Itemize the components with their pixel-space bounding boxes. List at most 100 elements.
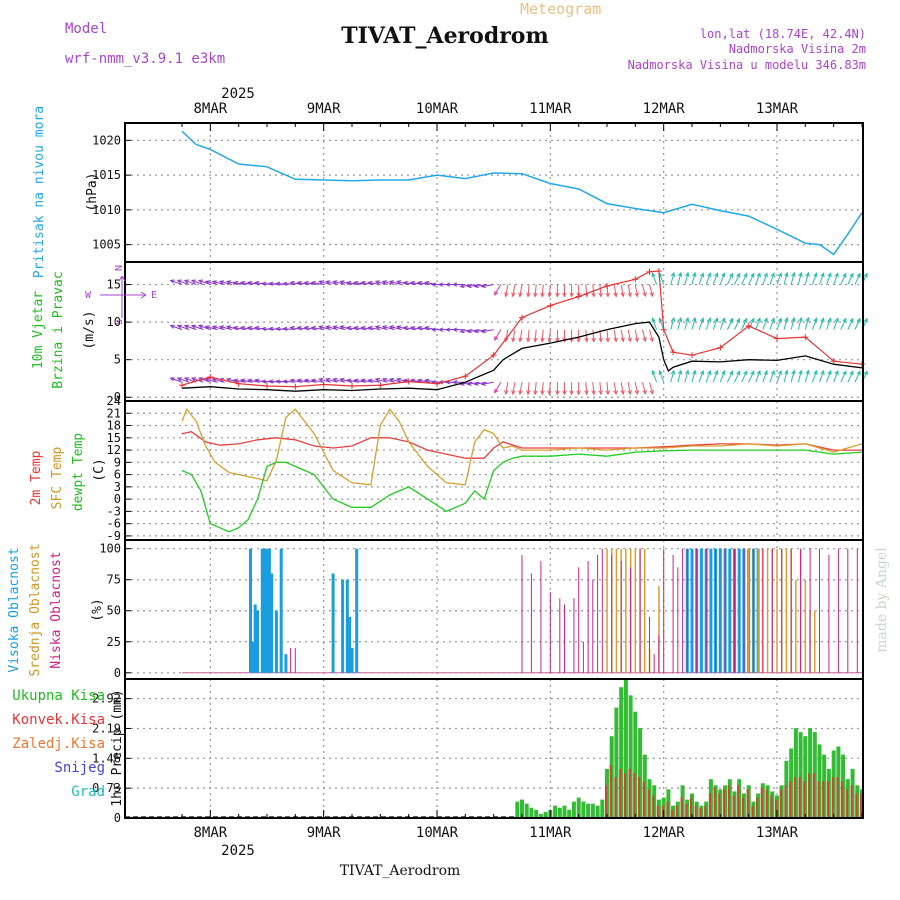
wind-gust-marker <box>660 326 667 333</box>
panel-frame-1 <box>124 122 864 263</box>
wind-arrow <box>797 272 802 285</box>
wind-arrow-head <box>518 337 523 343</box>
wind-arrow-head <box>827 369 832 375</box>
y-tick-label: 15 <box>107 278 121 292</box>
wind-arrow <box>677 317 682 330</box>
wind-arrow-head <box>388 280 394 285</box>
wind-arrow-head <box>445 282 451 287</box>
wind-arrow-head <box>275 379 281 384</box>
wind-arrow-head <box>820 317 825 323</box>
precip-legend-item: Grad <box>71 784 105 800</box>
wind-arrow <box>649 382 654 394</box>
wind-arrow <box>505 382 509 395</box>
wind-arrow-head <box>239 280 246 286</box>
wind-arrow-head <box>339 325 345 330</box>
wind-arrow <box>627 382 631 395</box>
wind-arrow-head <box>798 316 803 323</box>
wind-arrow-head <box>605 292 610 298</box>
wind-arrow-head <box>849 370 854 376</box>
date-label-top: 11MAR <box>529 101 572 117</box>
wind-arrow-head <box>511 292 516 298</box>
wind-arrow <box>585 284 588 297</box>
precip-conv-bar <box>713 787 716 818</box>
wind-gust-marker <box>604 283 610 290</box>
cloud-low-bar <box>743 548 745 673</box>
cloud-low-bar <box>819 548 820 673</box>
wind-gust-marker <box>405 378 412 385</box>
wind-arrow-head <box>232 280 238 286</box>
wind-arrow-head <box>452 282 458 287</box>
cloud-high-bar <box>718 548 722 673</box>
wind-arrow-head <box>494 290 499 296</box>
cloud-low-bar <box>549 592 551 673</box>
wind-arrow <box>755 273 761 285</box>
wind-gust-marker <box>462 373 469 380</box>
wind-arrow-head <box>763 369 768 375</box>
wind-arrow <box>276 282 289 286</box>
wind-arrow-head <box>268 326 274 332</box>
wind-arrow-head <box>569 390 574 396</box>
wind-arrow-head <box>225 280 232 285</box>
cloud-low-bar <box>587 561 589 673</box>
wind-arrow-head <box>798 369 803 375</box>
precip-conv-bar <box>760 787 763 818</box>
wind-arrow-head <box>658 317 663 323</box>
precip-total-bar <box>590 803 595 818</box>
wind-arrow <box>769 273 775 285</box>
wind-arrow <box>599 284 602 297</box>
precip-total-bar <box>543 811 548 818</box>
cloud-low-bar <box>649 616 650 673</box>
cloud-low-bar <box>771 548 773 673</box>
wind-arrow-head <box>275 281 281 286</box>
compass-rose-icon <box>100 275 147 318</box>
precip-conv-bar <box>718 793 721 818</box>
wind-arrow-head <box>763 317 768 323</box>
wind-arrow-head <box>863 317 868 323</box>
wind-arrow-head <box>346 325 352 331</box>
wind-arrow <box>677 370 682 383</box>
wind-gust-marker <box>490 352 497 359</box>
cloud-high-bar <box>737 548 741 673</box>
wind-arrow-head <box>777 272 782 278</box>
wind-arrow-head <box>813 369 818 375</box>
wind-arrow <box>652 370 658 383</box>
wind-arrow-head <box>692 369 697 375</box>
wind-arrow-head <box>620 337 625 343</box>
wind-arrow-head <box>409 280 416 286</box>
wind-arrow <box>833 318 839 330</box>
wind-arrow-head <box>246 378 253 383</box>
wind-arrow-head <box>677 316 683 323</box>
y-tick-label: 0.73 <box>92 781 121 795</box>
wind-arrow-head <box>605 390 610 396</box>
wind-arrow-head <box>438 380 444 385</box>
wind-arrow-head <box>430 282 436 287</box>
precip-legend-item: Konvek.Kisa <box>12 712 105 728</box>
precip-unit-label: 1hr Precip (mm) <box>110 689 125 806</box>
wind-arrow-head <box>649 337 654 343</box>
date-label-top: 8MAR <box>193 101 227 117</box>
wind-arrow-head <box>296 378 302 383</box>
wind-arrow <box>705 318 711 330</box>
precip-conv-bar <box>803 781 806 818</box>
precip-conv-bar <box>623 773 626 818</box>
wind-arrow-head <box>452 327 458 332</box>
wind-arrow-head <box>254 325 260 331</box>
wind-arrow-head <box>339 280 345 285</box>
model-name: wrf-nmm_v3.9.1 e3km <box>65 51 225 67</box>
y-tick-label: -9 <box>107 529 121 543</box>
cloud-low-bar <box>837 548 839 673</box>
cloud-low-bar <box>752 548 754 673</box>
cloud-mid-bar <box>625 548 627 673</box>
wind-arrow-head <box>190 279 197 284</box>
y-tick-label: 18 <box>107 419 121 433</box>
precip-conv-bar <box>770 795 773 818</box>
wind-arrow-head <box>805 369 810 375</box>
precip-conv-bar <box>638 777 641 818</box>
wind-arrow-head <box>190 377 197 382</box>
cloud-low-bar <box>601 548 603 673</box>
wind-arrow <box>847 318 854 330</box>
wind-arrow-head <box>303 378 309 383</box>
cloud-low-bar <box>620 561 622 673</box>
precip-total-bar <box>576 797 581 818</box>
wind-arrow-head <box>714 317 719 323</box>
